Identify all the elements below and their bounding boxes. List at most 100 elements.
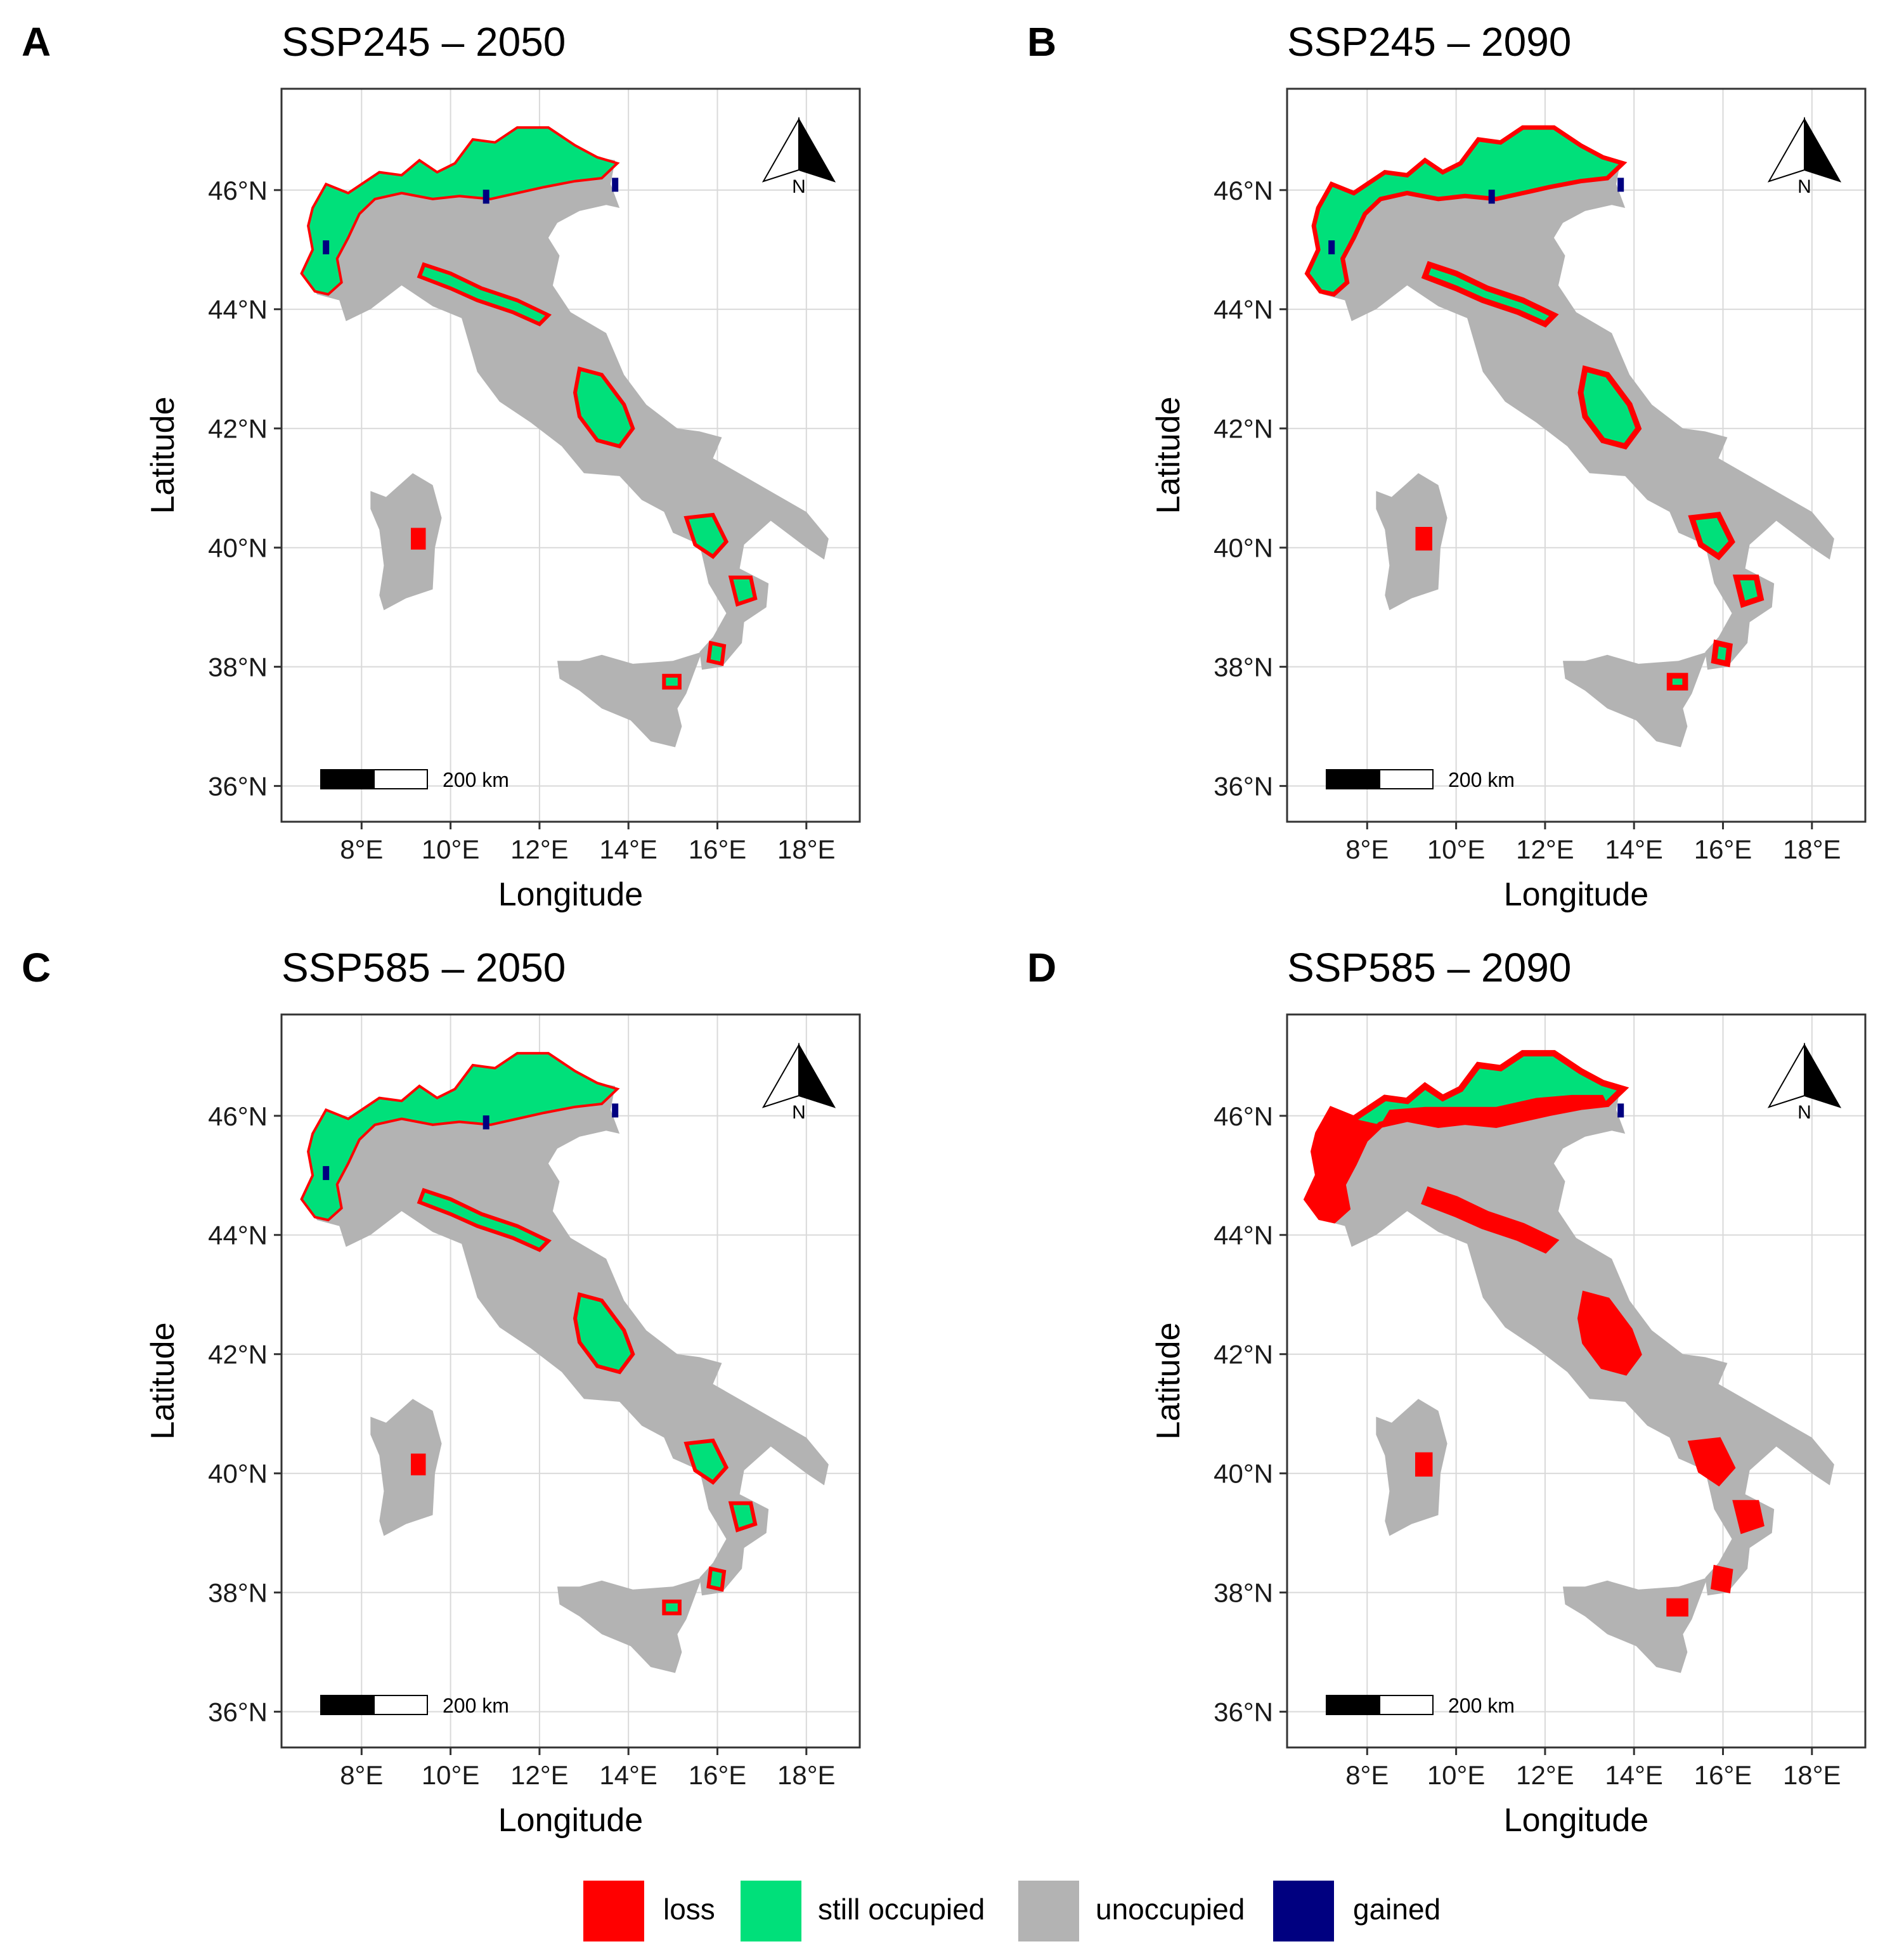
gained-patch — [482, 1115, 489, 1130]
range-northern-apennines — [417, 1188, 552, 1252]
x-tick-label: 18°E — [1783, 834, 1841, 864]
legend-label-loss: loss — [663, 1893, 715, 1926]
x-tick-label: 12°E — [1516, 834, 1574, 864]
range-alps-west-loss — [1307, 1110, 1381, 1221]
panel-border — [280, 88, 861, 823]
x-tick-label: 16°E — [1694, 1760, 1752, 1790]
y-tick-label: 46°N — [208, 176, 268, 205]
y-tick-label: 38°N — [1214, 1578, 1273, 1608]
x-tick-label: 14°E — [599, 834, 657, 864]
north-arrow-label: N — [792, 1102, 806, 1123]
panel-title: SSP585 – 2050 — [282, 945, 566, 990]
range-northern-apennines — [417, 262, 552, 327]
x-tick-label: 8°E — [1345, 834, 1389, 864]
range-northern-apennines — [1421, 1186, 1560, 1254]
range-sardinia — [1415, 527, 1432, 551]
range-basilicata — [683, 1438, 729, 1485]
y-tick-label: 40°N — [1214, 533, 1273, 563]
range-sila — [728, 1501, 758, 1533]
x-tick-label: 12°E — [510, 1760, 569, 1790]
north-arrow-label: N — [1797, 1102, 1811, 1123]
scale-bar-label: 200 km — [1448, 1694, 1515, 1717]
panel-border — [280, 1013, 861, 1749]
y-axis-title: Latitude — [1150, 1322, 1187, 1439]
range-sila — [728, 575, 758, 607]
x-tick-label: 12°E — [510, 834, 569, 864]
range-etna — [662, 1599, 682, 1616]
north-arrow-icon: N — [1767, 117, 1842, 197]
panel-title: SSP245 – 2090 — [1287, 19, 1571, 65]
panel-letter: D — [1027, 945, 1056, 990]
range-etna — [1666, 1598, 1688, 1617]
range-sardinia — [1415, 1452, 1433, 1477]
y-tick-label: 46°N — [208, 1101, 268, 1131]
x-tick-label: 18°E — [1783, 1760, 1841, 1790]
scale-bar-label: 200 km — [443, 1694, 509, 1717]
y-tick-label: 38°N — [208, 652, 268, 682]
y-tick-label: 42°N — [1214, 414, 1273, 444]
y-axis-title: Latitude — [1150, 396, 1187, 514]
scale-bar-label: 200 km — [1448, 768, 1515, 791]
x-tick-label: 8°E — [340, 834, 383, 864]
x-tick-label: 10°E — [1427, 834, 1486, 864]
range-central-apennines — [1577, 1290, 1642, 1376]
y-tick-label: 40°N — [208, 533, 268, 563]
panel-letter: B — [1027, 19, 1056, 65]
x-tick-label: 10°E — [422, 834, 480, 864]
gained-patch — [612, 1103, 619, 1118]
x-tick-label: 16°E — [1694, 834, 1752, 864]
x-tick-label: 18°E — [777, 834, 836, 864]
gained-patch — [323, 240, 330, 255]
range-basilicata — [1687, 1437, 1736, 1487]
y-tick-label: 42°N — [1214, 1340, 1273, 1370]
gained-patch — [1488, 190, 1495, 204]
y-axis-title: Latitude — [145, 396, 181, 514]
y-tick-label: 44°N — [208, 1221, 268, 1250]
range-aspromonte — [706, 1566, 727, 1592]
range-aspromonte — [1710, 1564, 1733, 1593]
range-aspromonte — [706, 640, 727, 666]
y-tick-label: 36°N — [208, 772, 268, 801]
gained-patch — [323, 1166, 330, 1181]
x-tick-label: 18°E — [777, 1760, 836, 1790]
range-etna — [1666, 673, 1688, 690]
gained-patch — [1617, 1103, 1624, 1118]
legend-key-still-occupied — [741, 1881, 801, 1941]
panel-letter: A — [22, 19, 51, 65]
panel-border — [1286, 1013, 1867, 1749]
panels-root: A SSP245 – 2050 8°E 10°E 12°E 14°E 16°E 18°E 36°… — [22, 19, 1867, 1839]
legend-label-gained: gained — [1353, 1893, 1441, 1926]
range-central-apennines — [1577, 365, 1642, 450]
range-basilicata — [1688, 512, 1735, 561]
range-alps — [1304, 125, 1628, 297]
land-sardinia — [370, 1399, 442, 1536]
x-axis-title: Longitude — [498, 876, 643, 913]
x-tick-label: 16°E — [689, 1760, 747, 1790]
north-arrow-icon: N — [761, 117, 836, 197]
range-sardinia — [411, 528, 426, 550]
panel-border — [1286, 88, 1867, 823]
scale-bar: 200 km — [320, 768, 509, 791]
panel-letter: C — [22, 945, 51, 990]
gained-patch — [482, 190, 489, 204]
x-tick-label: 8°E — [340, 1760, 383, 1790]
x-axis-title: Longitude — [1504, 1802, 1648, 1839]
legend: loss still occupied unoccupied gained — [583, 1881, 1441, 1941]
north-arrow-icon: N — [761, 1042, 836, 1123]
map-panel-d: D SSP585 – 2090 8°E 10°E 12°E 14°E 16°E 18°E 36°… — [1027, 945, 1867, 1839]
land-sardinia — [1376, 1399, 1447, 1536]
y-tick-label: 38°N — [1214, 652, 1273, 682]
panel-title: SSP245 – 2050 — [282, 19, 566, 65]
x-axis-title: Longitude — [498, 1802, 643, 1839]
range-alps — [1303, 1050, 1629, 1224]
range-sila — [1732, 1500, 1765, 1534]
north-arrow-label: N — [1797, 176, 1811, 197]
range-sila — [1732, 574, 1765, 608]
x-tick-label: 14°E — [599, 1760, 657, 1790]
gained-patch — [612, 178, 619, 192]
x-tick-label: 12°E — [1516, 1760, 1574, 1790]
y-tick-label: 36°N — [1214, 772, 1273, 801]
north-arrow-icon: N — [1767, 1042, 1842, 1123]
panel-title: SSP585 – 2090 — [1287, 945, 1571, 990]
range-alps — [300, 126, 620, 296]
